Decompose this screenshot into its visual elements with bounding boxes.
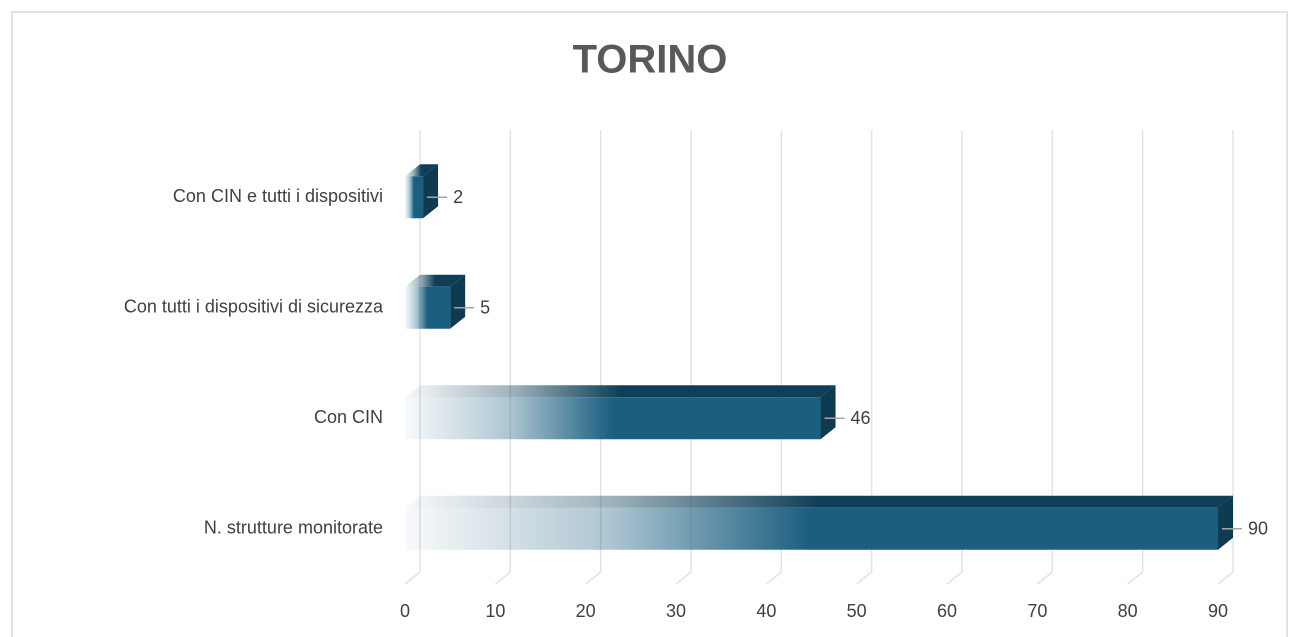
bar: [405, 274, 466, 329]
x-tick-label: 20: [576, 601, 596, 621]
bar-front: [405, 397, 821, 440]
data-label: 46: [851, 408, 871, 428]
y-tick-label: Con CIN e tutti i dispositivi: [173, 186, 383, 206]
data-label: 90: [1248, 519, 1268, 539]
bar: [405, 164, 439, 219]
y-tick-label: N. strutture monitorate: [204, 518, 383, 538]
data-label: 5: [480, 298, 490, 318]
bar-side: [450, 274, 466, 329]
data-label: 2: [453, 187, 463, 207]
bar-top: [405, 385, 836, 398]
grid-line-floor: [1127, 571, 1144, 585]
bar: [405, 385, 836, 440]
grid-line-floor: [494, 571, 511, 585]
x-tick-label: 60: [937, 601, 957, 621]
x-tick-label: 30: [666, 601, 686, 621]
grid-line-floor: [1217, 571, 1234, 585]
grid-line-floor: [404, 571, 421, 585]
grid-line-floor: [765, 571, 782, 585]
x-tick-label: 40: [756, 601, 776, 621]
bar-top: [405, 164, 439, 177]
chart-title: TORINO: [573, 38, 728, 82]
bar-front: [405, 507, 1218, 550]
bar-side: [423, 164, 439, 219]
x-tick-label: 80: [1118, 601, 1138, 621]
y-tick-label: Con CIN: [314, 407, 383, 427]
x-tick-label: 90: [1208, 601, 1228, 621]
bar-top: [405, 274, 466, 287]
bar: [405, 495, 1233, 550]
bar-front: [405, 286, 451, 329]
chart-frame: [11, 11, 1288, 637]
grid-line-floor: [675, 571, 692, 585]
y-tick-label: Con tutti i dispositivi di sicurezza: [124, 297, 384, 317]
grid-line-floor: [1036, 571, 1053, 585]
bar-side: [1218, 495, 1233, 550]
grid-line-floor: [585, 571, 602, 585]
x-tick-label: 70: [1027, 601, 1047, 621]
grid-line-floor: [856, 571, 873, 585]
x-tick-label: 10: [485, 601, 505, 621]
bar-top: [405, 495, 1233, 508]
bar-side: [820, 385, 836, 440]
grid-line-floor: [946, 571, 963, 585]
bar-front: [405, 176, 424, 219]
x-tick-label: 50: [847, 601, 867, 621]
x-tick-label: 0: [400, 601, 410, 621]
